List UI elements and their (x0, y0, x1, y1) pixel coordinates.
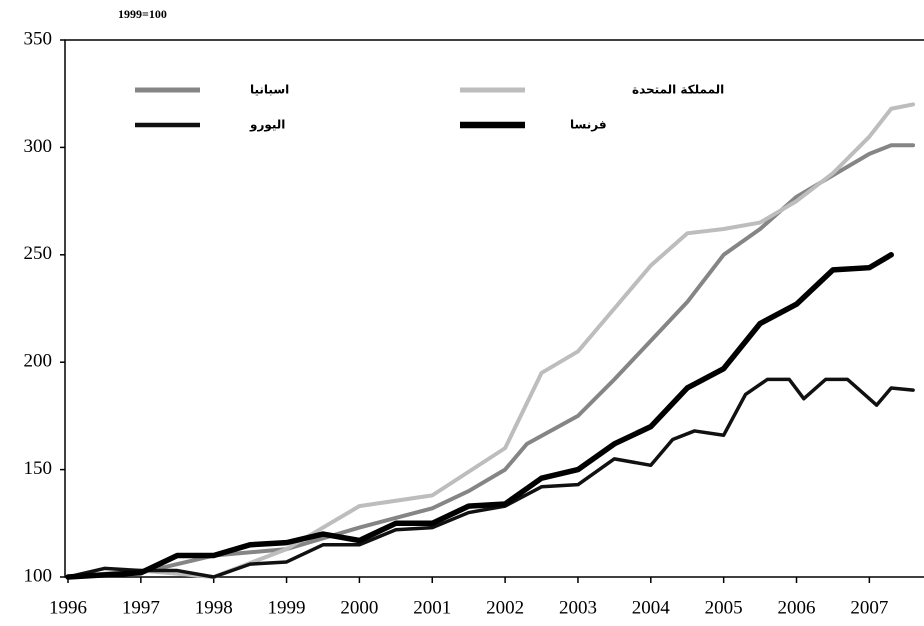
legend-label: فرنسا (570, 118, 607, 132)
data-line (66, 377, 915, 579)
x-tick-label: 2000 (340, 597, 378, 618)
legend-label: اليورو (249, 118, 285, 133)
data-line (66, 102, 916, 579)
plot-frame (64, 39, 924, 578)
legend-label: المملكة المتحدة (632, 83, 724, 97)
x-tick-label: 2002 (486, 597, 524, 618)
x-tick-label: 2005 (705, 597, 743, 618)
y-tick-label: 300 (24, 136, 53, 157)
legend-label: اسبانيا (250, 83, 289, 97)
y-tick-label: 200 (24, 351, 53, 372)
x-tick-label: 2007 (850, 597, 888, 618)
x-tick-label: 1999 (268, 597, 306, 618)
data-line (65, 252, 894, 580)
y-tick-label: 250 (24, 243, 53, 264)
x-tick-label: 1998 (195, 597, 233, 618)
x-tick-label: 2004 (632, 597, 671, 618)
x-tick-label: 1996 (49, 597, 87, 618)
x-tick-label: 2003 (559, 597, 597, 618)
y-tick-label: 100 (24, 565, 53, 586)
x-tick-label: 1997 (122, 597, 160, 618)
y-tick-label: 350 (24, 28, 53, 49)
y-tick-label: 150 (24, 458, 53, 479)
data-line (66, 143, 916, 579)
chart-title: 1999=100 (118, 7, 167, 21)
x-tick-label: 2006 (778, 597, 816, 618)
x-tick-label: 2001 (413, 597, 451, 618)
